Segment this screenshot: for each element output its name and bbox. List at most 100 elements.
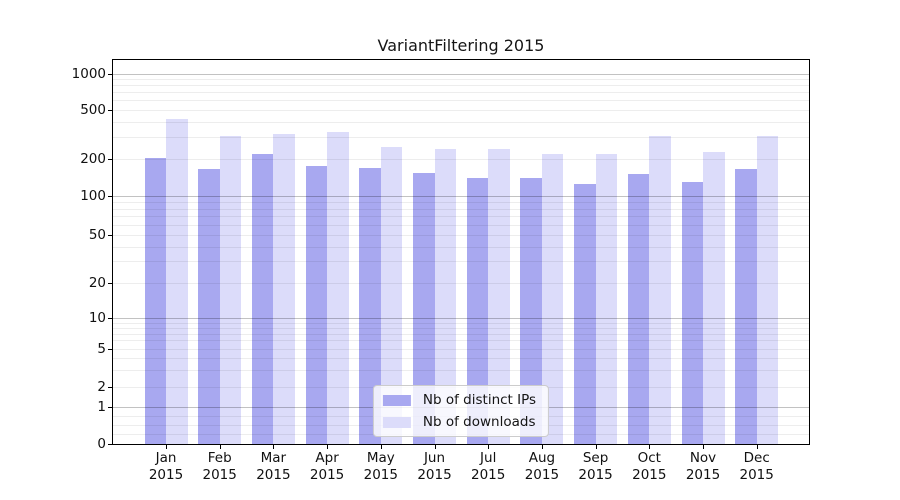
y-tick-label-5: 5 (97, 340, 106, 357)
x-tick-month: Apr (315, 450, 339, 466)
x-tick-month: Dec (743, 450, 770, 466)
y-tick-label-1000: 1000 (71, 65, 106, 82)
y-tick-mark-500 (108, 110, 113, 111)
plot-area: Nb of distinct IPs Nb of downloads (112, 59, 810, 445)
x-tick-year: 2015 (363, 466, 398, 483)
x-tick-year: 2015 (148, 466, 184, 483)
x-tick-month: Oct (637, 450, 661, 466)
bars-layer (113, 60, 809, 444)
gridline-800 (113, 85, 809, 87)
gridline-100 (113, 196, 809, 197)
gridline-30 (113, 261, 809, 263)
x-tick-year: 2015 (256, 466, 291, 483)
y-tick-mark-1000 (108, 73, 113, 75)
gridline-6 (113, 340, 809, 342)
gridline-5 (113, 348, 809, 350)
x-tick-label-feb: Feb 2015 (188, 450, 252, 483)
bar-may-distinct-ips (359, 167, 381, 444)
gridline-7 (113, 333, 809, 335)
y-tick-label-2: 2 (97, 379, 106, 396)
bar-may-downloads (380, 147, 403, 444)
gridline-600 (113, 100, 809, 102)
bar-jul-downloads (488, 149, 510, 444)
bar-apr-distinct-ips (305, 166, 328, 444)
gridline-20 (113, 282, 809, 284)
y-tick-label-10: 10 (88, 310, 106, 326)
bar-oct-downloads (649, 136, 671, 444)
legend-swatch-distinct-ips (382, 394, 411, 406)
x-tick-mark-mar (273, 444, 275, 449)
bar-nov-downloads (703, 151, 725, 444)
gridline-40 (113, 246, 809, 248)
x-tick-month: Jun (423, 450, 446, 466)
y-tick-label-500: 500 (80, 102, 106, 118)
chart-title: VariantFiltering 2015 (377, 36, 545, 55)
x-tick-year: 2015 (632, 466, 667, 483)
gridline-3 (113, 370, 809, 372)
legend-label-distinct-ips: Nb of distinct IPs (422, 392, 537, 408)
x-tick-year: 2015 (739, 466, 774, 483)
x-tick-mark-feb (219, 444, 221, 449)
x-tick-mark-aug (541, 444, 543, 449)
bar-jul-distinct-ips (466, 178, 489, 444)
x-tick-year: 2015 (202, 466, 237, 483)
x-tick-year: 2015 (417, 466, 452, 483)
y-tick-label-200: 200 (80, 151, 106, 167)
gridline-9 (113, 322, 809, 324)
gridline-400 (113, 121, 809, 123)
bar-jan-distinct-ips (144, 157, 166, 444)
y-tick-label-20: 20 (88, 274, 106, 291)
gridline-500 (113, 110, 809, 111)
bar-jun-distinct-ips (413, 172, 435, 444)
legend-item-downloads: Nb of downloads (382, 414, 536, 430)
x-tick-label-jan: Jan 2015 (134, 450, 198, 483)
x-tick-label-oct: Oct 2015 (617, 450, 681, 483)
x-tick-month: Sep (582, 450, 609, 466)
x-tick-month: Mar (260, 450, 287, 466)
x-tick-mark-nov (703, 444, 704, 449)
x-tick-mark-sep (595, 444, 597, 449)
bar-jan-downloads (166, 119, 188, 444)
bar-dec-downloads (756, 136, 779, 444)
y-tick-label-50: 50 (88, 227, 106, 243)
y-tick-label-0: 0 (97, 435, 106, 452)
x-tick-year: 2015 (685, 466, 721, 483)
x-tick-year: 2015 (309, 466, 345, 483)
y-tick-mark-20 (108, 282, 113, 284)
bar-aug-distinct-ips (520, 178, 542, 444)
x-tick-label-jul: Jul 2015 (456, 450, 520, 483)
y-tick-label-1: 1 (97, 399, 106, 416)
x-tick-year: 2015 (524, 466, 560, 483)
x-tick-label-jun: Jun 2015 (403, 450, 467, 483)
gridline-90 (113, 201, 809, 203)
x-tick-month: Jan (155, 450, 177, 466)
y-tick-mark-2 (108, 387, 113, 389)
gridline-200 (113, 159, 809, 160)
x-tick-label-nov: Nov 2015 (671, 450, 735, 483)
gridline-900 (113, 79, 809, 81)
x-tick-label-mar: Mar 2015 (241, 450, 305, 483)
bar-feb-downloads (219, 136, 242, 444)
bar-feb-distinct-ips (198, 169, 220, 444)
legend: Nb of distinct IPs Nb of downloads (372, 385, 550, 437)
y-tick-mark-0 (108, 443, 113, 445)
bar-mar-distinct-ips (251, 153, 274, 444)
gridline-700 (113, 92, 809, 94)
gridline-8 (113, 327, 809, 329)
bar-oct-distinct-ips (627, 174, 650, 444)
y-tick-mark-1 (108, 407, 113, 409)
bar-nov-distinct-ips (681, 181, 703, 444)
x-tick-month: Jul (480, 450, 497, 466)
legend-label-downloads: Nb of downloads (422, 414, 536, 430)
x-tick-label-sep: Sep 2015 (564, 450, 628, 483)
gridline-1000 (113, 73, 809, 75)
gridline-70 (113, 216, 809, 218)
x-tick-label-may: May 2015 (349, 450, 413, 483)
bar-apr-downloads (327, 132, 349, 444)
x-tick-label-dec: Dec 2015 (725, 450, 789, 483)
bar-aug-downloads (541, 153, 564, 444)
gridline-10 (113, 318, 809, 319)
x-tick-mark-jun (434, 444, 436, 449)
x-tick-mark-apr (327, 444, 329, 449)
x-tick-mark-jul (488, 444, 490, 449)
